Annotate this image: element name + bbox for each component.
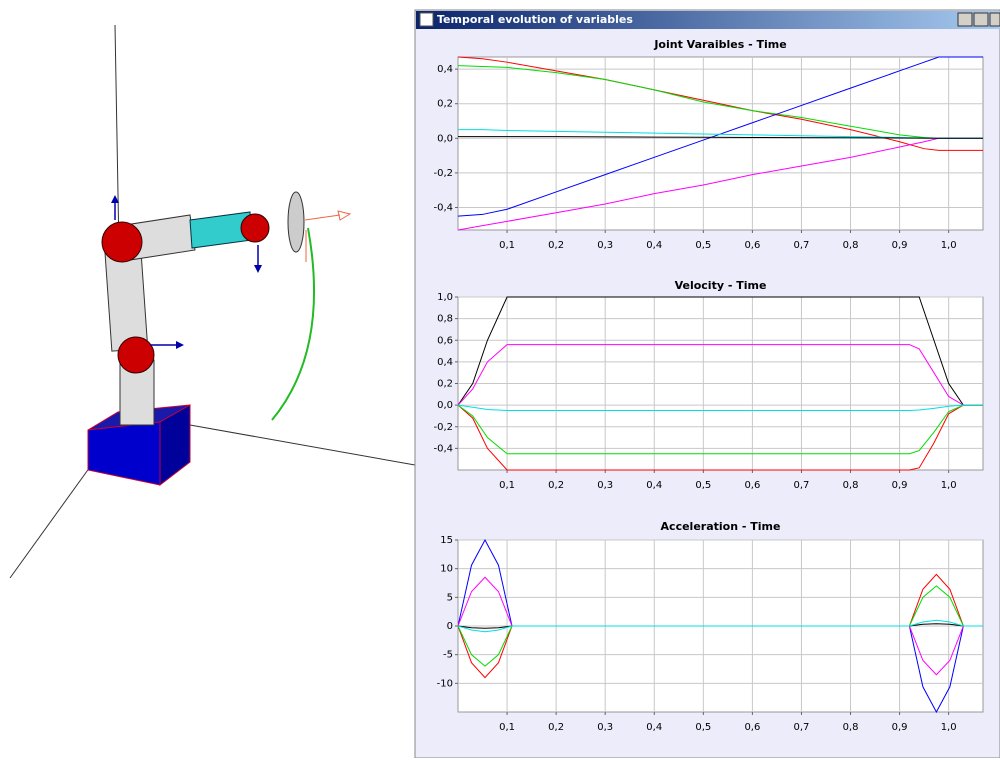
- line-chart: Acceleration - Time 0,1 0,2 0,3 0,4 0,5 0,6 0,7…: [437, 520, 983, 733]
- x-tick-label: 1,0: [941, 722, 957, 733]
- y-tick-label: 0,4: [437, 357, 453, 368]
- x-tick-label: 0,4: [646, 480, 662, 491]
- chart-title: Velocity - Time: [675, 279, 767, 292]
- y-tick-label: 0: [447, 621, 453, 632]
- page: Temporal evolution of variables Joint Va…: [0, 0, 1000, 758]
- x-tick-label: 0,9: [892, 240, 908, 251]
- y-tick-label: 0,2: [437, 379, 453, 390]
- charts: Joint Varaibles - Time 0,1 0,2 0,3 0,4 0,5 0,6…: [433, 38, 983, 733]
- close-button[interactable]: [990, 13, 1000, 26]
- x-tick-label: 0,3: [597, 722, 613, 733]
- y-tick-label: 5: [447, 592, 453, 603]
- x-tick-label: 0,8: [843, 480, 859, 491]
- x-tick-label: 0,7: [794, 480, 810, 491]
- x-tick-label: 0,2: [548, 480, 564, 491]
- x-tick-label: 0,6: [744, 722, 760, 733]
- x-tick-label: 0,6: [744, 480, 760, 491]
- y-tick-label: 0,2: [437, 99, 453, 110]
- y-tick-label: 0,0: [437, 400, 453, 411]
- y-tick-label: -5: [443, 650, 453, 661]
- x-tick-label: 0,5: [695, 480, 711, 491]
- y-tick-label: 0,4: [437, 64, 453, 75]
- x-tick-label: 0,3: [597, 240, 613, 251]
- line-chart: Joint Varaibles - Time 0,1 0,2 0,3 0,4 0,5 0,6…: [433, 38, 983, 251]
- x-tick-label: 0,1: [499, 722, 515, 733]
- y-tick-label: -10: [437, 678, 453, 689]
- x-tick-label: 0,3: [597, 480, 613, 491]
- x-tick-label: 0,2: [548, 722, 564, 733]
- chart-title: Joint Varaibles - Time: [653, 38, 786, 51]
- y-tick-label: -0,2: [433, 168, 453, 179]
- screen: Temporal evolution of variables Joint Va…: [0, 0, 1000, 758]
- y-tick-label: 10: [440, 564, 453, 575]
- y-tick-label: 1,0: [437, 292, 453, 303]
- x-tick-label: 0,7: [794, 722, 810, 733]
- x-tick-label: 0,1: [499, 480, 515, 491]
- x-tick-label: 0,5: [695, 722, 711, 733]
- x-tick-label: 0,5: [695, 240, 711, 251]
- y-tick-label: -0,2: [433, 422, 453, 433]
- y-tick-label: -0,4: [433, 203, 453, 214]
- x-tick-label: 0,2: [548, 240, 564, 251]
- x-tick-label: 0,9: [892, 480, 908, 491]
- x-tick-label: 0,4: [646, 240, 662, 251]
- x-tick-label: 0,4: [646, 722, 662, 733]
- line-chart: Velocity - Time 0,1 0,2 0,3 0,4 0,5 0,6 0,7 0,8 0…: [433, 279, 983, 491]
- window-title: Temporal evolution of variables: [437, 13, 633, 26]
- window-icon: [420, 13, 433, 26]
- minimize-button[interactable]: [958, 13, 972, 26]
- x-tick-label: 0,7: [794, 240, 810, 251]
- x-tick-label: 0,8: [843, 722, 859, 733]
- y-tick-label: -0,4: [433, 443, 453, 454]
- y-tick-label: 0,8: [437, 314, 453, 325]
- x-tick-label: 0,9: [892, 722, 908, 733]
- y-tick-label: 0,6: [437, 335, 453, 346]
- x-tick-label: 0,8: [843, 240, 859, 251]
- x-tick-label: 0,1: [499, 240, 515, 251]
- y-tick-label: 15: [440, 535, 453, 546]
- x-tick-label: 0,6: [744, 240, 760, 251]
- x-tick-label: 1,0: [941, 240, 957, 251]
- x-tick-label: 1,0: [941, 480, 957, 491]
- robot-scene: [10, 25, 415, 578]
- y-tick-label: 0,0: [437, 133, 453, 144]
- maximize-button[interactable]: [974, 13, 988, 26]
- chart-title: Acceleration - Time: [661, 520, 781, 533]
